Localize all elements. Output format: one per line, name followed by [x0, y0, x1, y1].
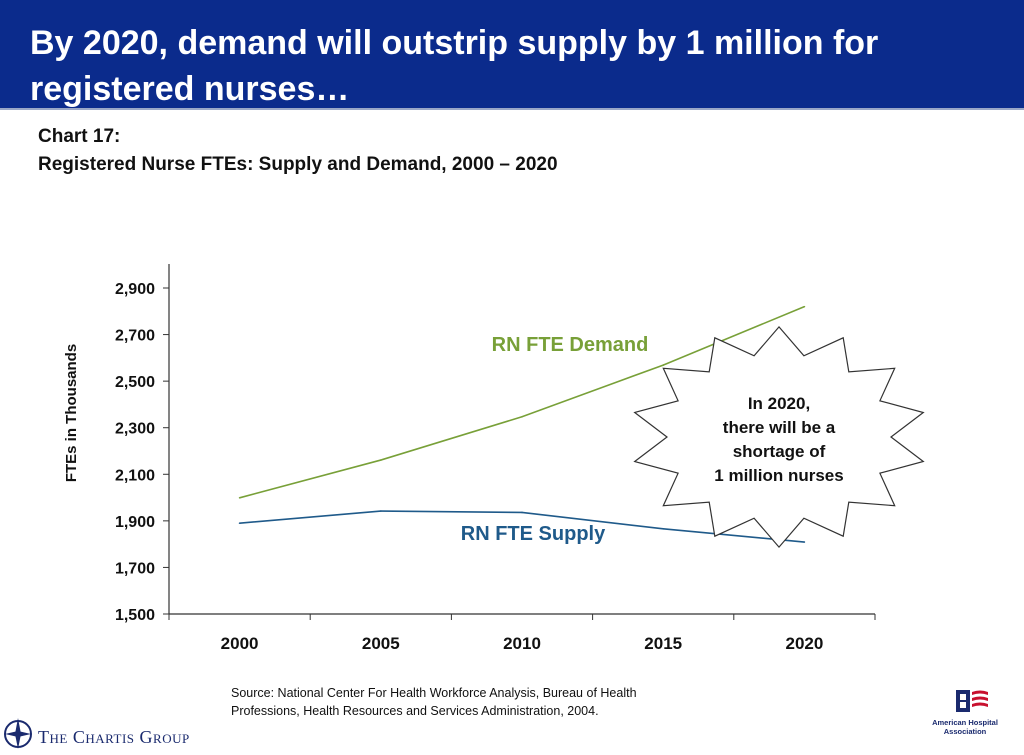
- aha-logo: American Hospital Association: [920, 688, 1010, 750]
- data-point: [521, 511, 523, 514]
- callout-line: In 2020,: [748, 394, 810, 413]
- source-note: Source: National Center For Health Workf…: [231, 684, 791, 720]
- aha-wordmark: American Hospital Association: [932, 718, 998, 736]
- chart-axes: [168, 264, 875, 615]
- data-point: [238, 522, 241, 524]
- data-point: [380, 459, 382, 461]
- data-point: [662, 364, 664, 366]
- y-tick-label: 2,100: [115, 467, 155, 484]
- y-axis-ticks: 1,500 1,700 1,900 2,100 2,300 2,500 2,700 2,900: [115, 281, 169, 624]
- callout-line: shortage of: [733, 442, 826, 461]
- aha-flag-icon: [956, 690, 988, 712]
- data-point: [238, 497, 241, 499]
- chart-number: Chart 17:: [38, 126, 121, 147]
- chart-title: Registered Nurse FTEs: Supply and Demand…: [38, 154, 558, 175]
- x-tick-label: 2005: [362, 634, 400, 653]
- chartis-logo: THE CHARTIS GROUP: [2, 716, 189, 754]
- starburst-shape: [633, 325, 925, 549]
- series-labels: RN FTE Demand RN FTE Supply: [461, 334, 649, 545]
- x-tick-label: 2000: [221, 634, 259, 653]
- slide-title: By 2020, demand will outstrip supply by …: [30, 24, 879, 108]
- y-tick-label: 1,900: [115, 514, 155, 531]
- title-divider: [0, 108, 1024, 110]
- y-tick-label: 2,300: [115, 421, 155, 438]
- source-line-1: Source: National Center For Health Workf…: [231, 686, 637, 700]
- title-banner: By 2020, demand will outstrip supply by …: [0, 0, 1024, 108]
- y-tick-label: 1,700: [115, 560, 155, 577]
- y-tick-label: 1,500: [115, 607, 155, 624]
- y-tick-label: 2,700: [115, 328, 155, 345]
- data-point: [662, 527, 664, 530]
- y-tick-label: 2,500: [115, 374, 155, 391]
- x-axis-ticks: 2000 2005 2010 2015 2020: [168, 614, 876, 653]
- data-point: [803, 541, 806, 543]
- series-lines: [238, 305, 806, 543]
- data-point: [380, 510, 382, 512]
- series-label-demand: RN FTE Demand: [492, 334, 649, 356]
- data-point: [521, 415, 523, 418]
- x-tick-label: 2010: [503, 634, 541, 653]
- y-axis-label: FTEs in Thousands: [63, 344, 80, 482]
- shortage-callout: In 2020, there will be a shortage of 1 mill…: [633, 325, 925, 549]
- callout-text: In 2020, there will be a shortage of 1 mill…: [714, 394, 843, 485]
- series-label-supply: RN FTE Supply: [461, 523, 606, 545]
- chartis-wordmark: THE CHARTIS GROUP: [38, 727, 190, 747]
- data-point: [803, 305, 806, 308]
- callout-line: 1 million nurses: [714, 466, 843, 485]
- x-tick-label: 2020: [785, 634, 823, 653]
- compass-icon: [4, 718, 32, 749]
- x-tick-label: 2015: [644, 634, 682, 653]
- y-tick-label: 2,900: [115, 281, 155, 298]
- callout-line: there will be a: [723, 418, 836, 437]
- source-line-2: Professions, Health Resources and Servic…: [231, 704, 599, 718]
- line-chart: 1,500 1,700 1,900 2,100 2,300 2,500 2,700 2,900…: [63, 264, 925, 653]
